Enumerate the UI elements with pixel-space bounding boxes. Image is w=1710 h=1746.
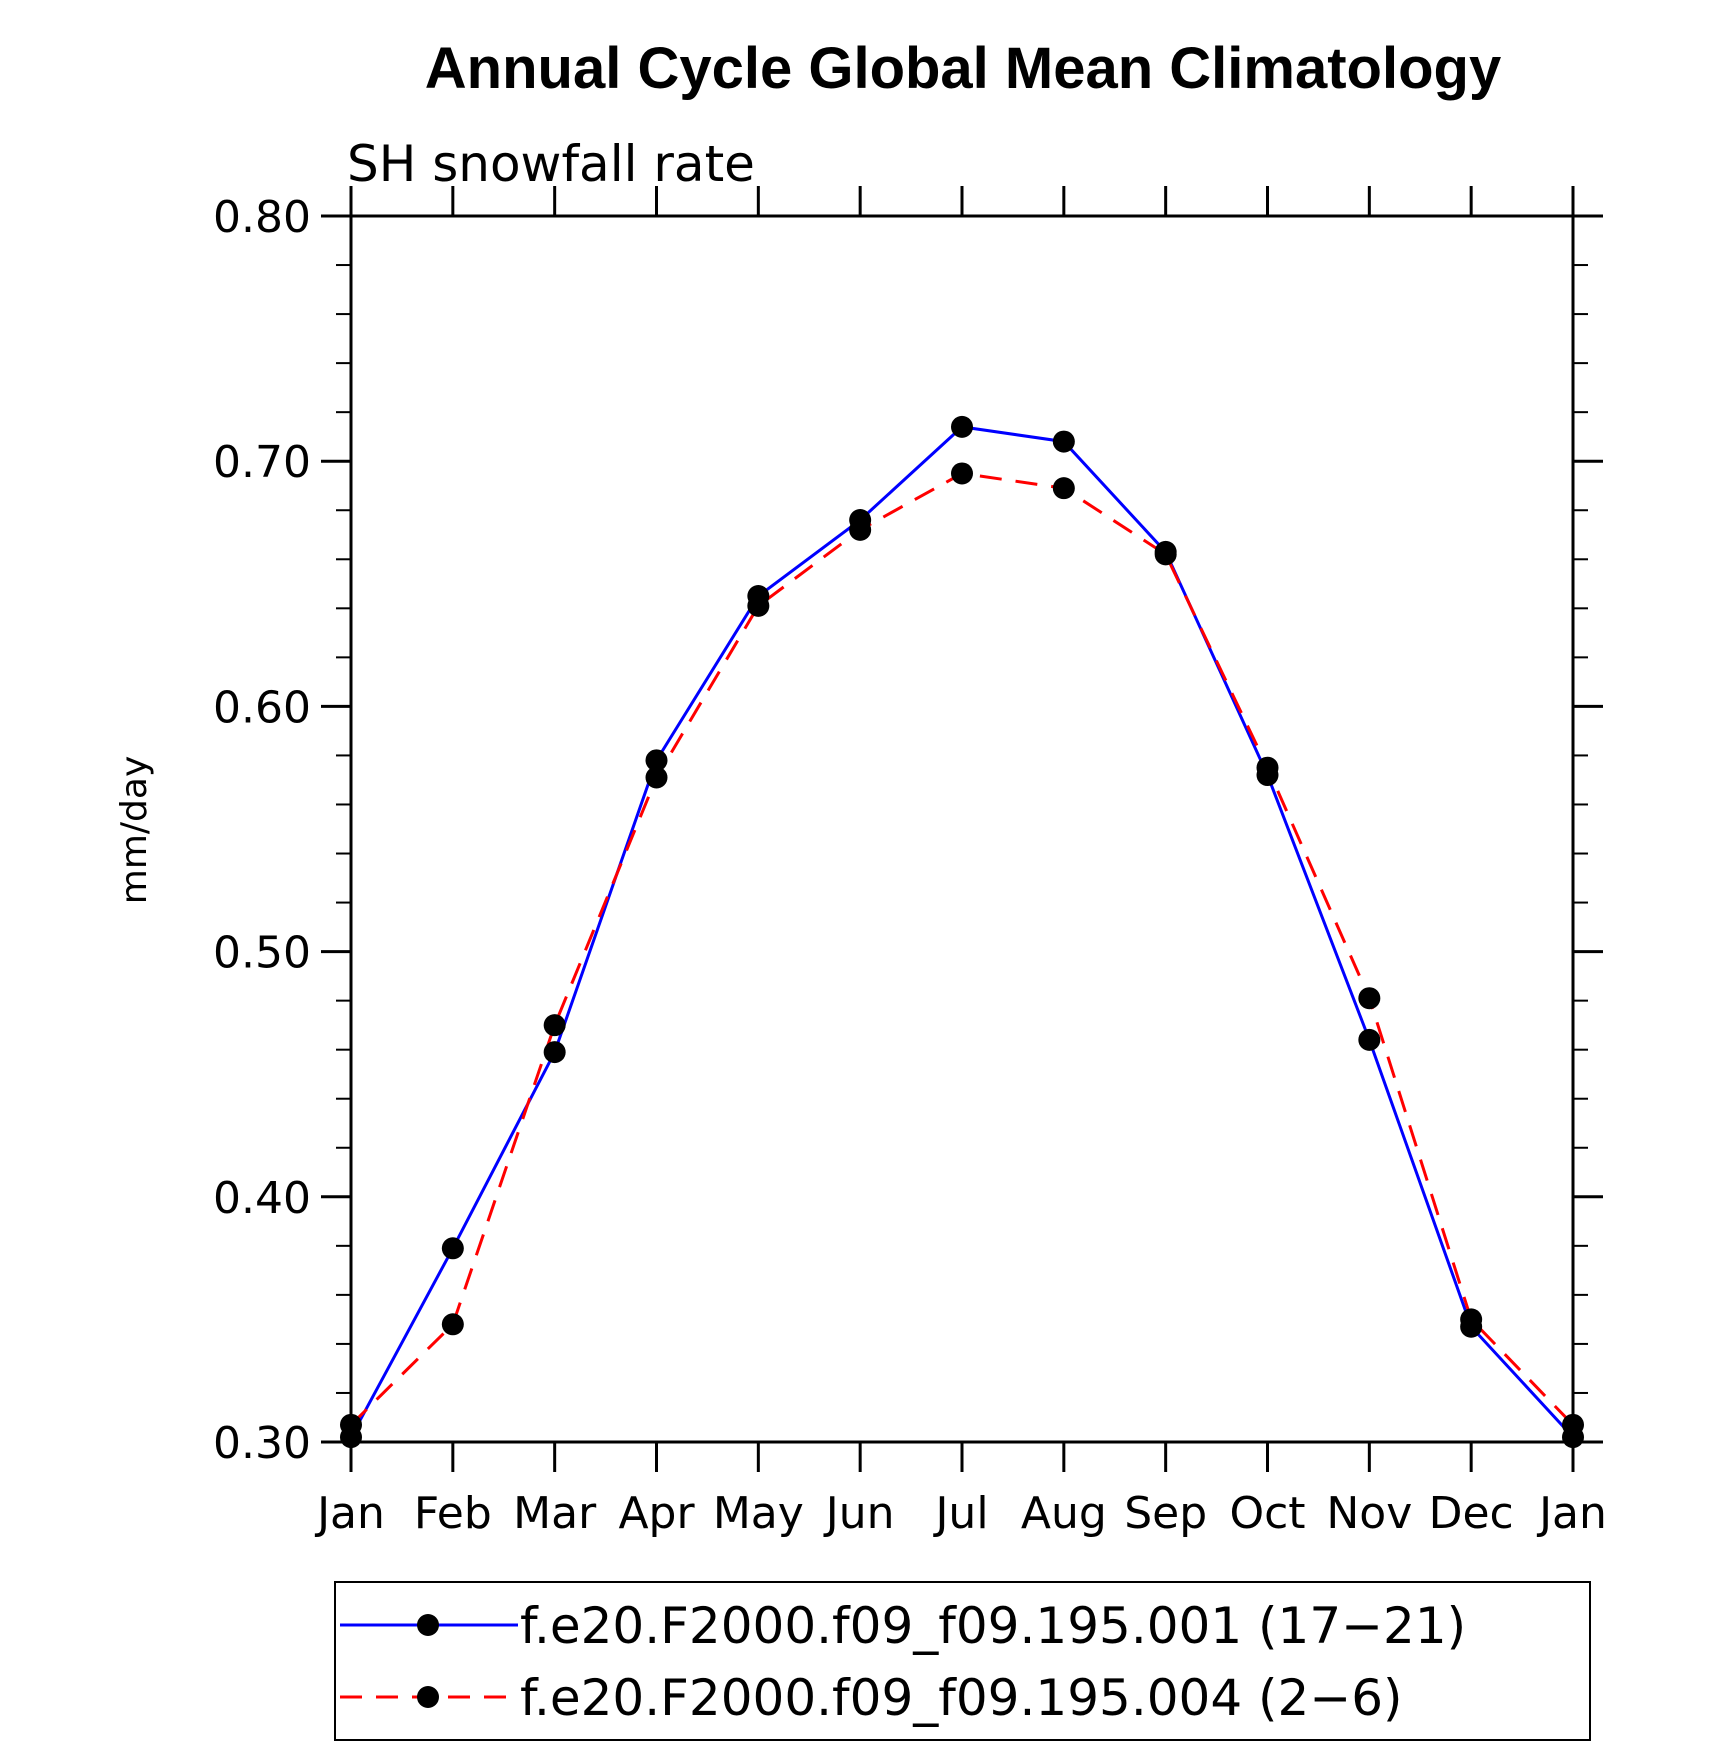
data-point-series-1 [1358,1028,1381,1051]
series-line-2 [349,471,1575,1426]
x-tick-label: Nov [1326,1488,1412,1539]
x-tick-label: Sep [1124,1488,1207,1539]
x-tick-label: Jan [314,1488,385,1539]
data-point-series-2 [849,518,872,541]
x-tick-label: Oct [1229,1488,1305,1539]
chart-subtitle: SH snowfall rate [347,135,755,193]
x-tick-label: Apr [618,1488,695,1539]
legend-label-series-1: f.e20.F2000.f09_f09.195.001 (17−21) [520,1597,1466,1655]
x-tick-label: Feb [414,1488,492,1539]
y-tick-label: 0.30 [213,1418,311,1469]
data-point-series-2 [441,1313,464,1336]
data-point-series-2 [1052,477,1075,500]
axes: 0.30 0.40 0.50 0.60 0.70 0.80 Jan Feb Mar Apr May J… [213,186,1607,1539]
x-tick-label: Aug [1021,1488,1107,1539]
x-tick-label: Jan [1536,1488,1607,1539]
data-point-series-2 [543,1014,566,1037]
x-tick-label: Mar [513,1488,597,1539]
data-point-series-2 [747,594,770,617]
legend: f.e20.F2000.f09_f09.195.001 (17−21) f.e2… [334,1581,1591,1741]
series-layer [340,415,1584,1449]
y-tick-label: 0.70 [213,437,311,488]
x-tick-label: Jun [823,1488,895,1539]
legend-marker-series-2 [417,1686,439,1708]
x-tick-label: May [713,1488,804,1539]
data-point-series-1 [543,1041,566,1064]
data-point-series-2 [1154,543,1177,566]
data-point-series-2 [951,462,973,485]
legend-box [334,1581,1591,1741]
data-point-series-1 [441,1237,464,1260]
data-point-series-1 [645,749,668,772]
x-tick-label: Dec [1429,1488,1514,1539]
data-point-series-2 [1256,756,1279,779]
y-tick-label: 0.50 [213,928,311,979]
plot-frame [349,214,1575,1444]
data-point-series-2 [1358,987,1381,1010]
data-point-series-2 [1460,1308,1483,1331]
legend-marker-series-1 [417,1614,439,1636]
y-tick-label: 0.40 [213,1173,311,1224]
x-tick-label: Jul [932,1488,988,1539]
legend-label-series-2: f.e20.F2000.f09_f09.195.004 (2−6) [520,1669,1403,1727]
data-point-series-1 [951,415,973,438]
y-tick-label: 0.80 [213,192,311,243]
y-axis-label: mm/day [114,756,155,904]
series-line-1 [349,425,1575,1439]
data-point-series-2 [645,766,668,789]
chart-title: Annual Cycle Global Mean Climatology [425,36,1501,101]
y-tick-label: 0.60 [213,682,311,733]
data-point-series-1 [1052,430,1075,453]
